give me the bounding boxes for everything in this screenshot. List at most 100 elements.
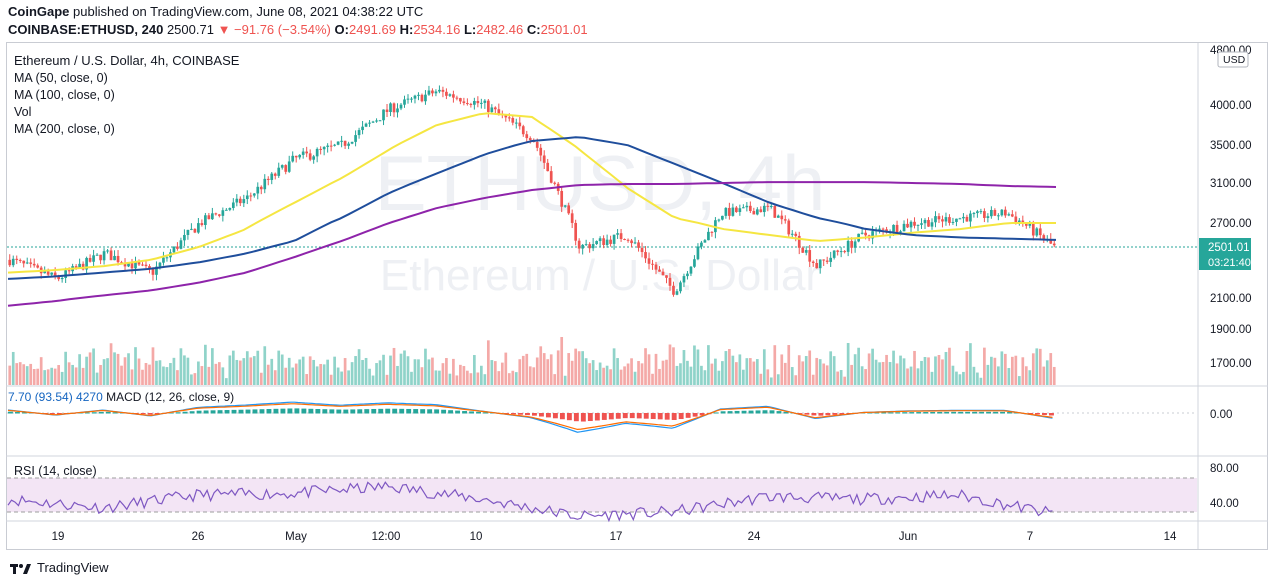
macd-histogram-bar <box>720 411 726 414</box>
macd-histogram-bar <box>832 413 838 415</box>
tradingview-logo-icon <box>10 562 32 574</box>
volume-bar <box>326 359 329 385</box>
macd-histogram-bar <box>175 412 181 414</box>
candle-body <box>333 144 336 146</box>
candle-body <box>284 165 288 172</box>
candle-body <box>329 145 333 147</box>
volume-bar <box>874 359 878 385</box>
volume-bar <box>141 369 144 385</box>
volume-bar <box>497 371 501 385</box>
volume-bar <box>864 369 867 385</box>
currency-box[interactable] <box>1217 51 1249 68</box>
volume-bar <box>997 366 1000 385</box>
volume-bar <box>448 373 452 385</box>
volume-bar <box>591 360 595 385</box>
volume-bar <box>822 363 826 385</box>
candle-body <box>972 213 976 215</box>
volume-bar <box>920 360 923 385</box>
candle-body <box>776 215 780 218</box>
volume-bar <box>951 365 955 385</box>
candle-body <box>137 261 141 265</box>
candle-body <box>74 266 78 268</box>
macd-histogram-bar <box>559 413 565 420</box>
volume-bar <box>1004 353 1007 385</box>
volume-bar <box>427 359 431 385</box>
macd-histogram-bar <box>105 411 111 414</box>
macd-histogram-bar <box>266 409 272 414</box>
volume-bar <box>403 350 406 385</box>
volume-bar <box>438 370 441 385</box>
candle-body <box>693 259 696 267</box>
macd-histogram-bar <box>56 413 62 415</box>
volume-bar <box>371 375 375 385</box>
candle-body <box>962 216 965 219</box>
volume-bar <box>151 347 155 385</box>
macd-histogram-bar <box>727 411 733 414</box>
candle-body <box>1031 223 1035 236</box>
candle-body <box>829 257 833 262</box>
macd-histogram-bar <box>972 411 978 414</box>
macd-histogram-bar <box>511 413 516 415</box>
volume-bar <box>1007 368 1011 385</box>
price-tick: 1700.00 <box>1210 358 1252 370</box>
macd-histogram-bar <box>776 411 782 414</box>
candle-body <box>930 222 934 227</box>
candle-body <box>738 208 742 213</box>
candle-body <box>193 228 197 233</box>
volume-bar <box>801 361 805 385</box>
candle-body <box>148 266 151 270</box>
volume-bar <box>913 350 916 385</box>
macd-histogram-bar <box>713 412 719 414</box>
price-axis[interactable]: 4800.004000.003500.003100.002700.002100.… <box>1210 45 1252 370</box>
candle-body <box>473 101 476 105</box>
volume-bar <box>116 353 120 385</box>
time-tick: 14 <box>1164 531 1177 543</box>
macd-histogram-bar <box>1028 413 1033 414</box>
symbol-header: COINBASE:ETHUSD, 240 2500.71 ▼ −91.76 (−… <box>8 22 588 37</box>
volume-bar <box>204 344 207 385</box>
volume-bar <box>39 357 43 385</box>
legend-rsi: RSI (14, close) <box>14 464 97 478</box>
candle-body <box>29 262 33 264</box>
volume-bar <box>776 374 780 385</box>
candle-body <box>252 193 256 196</box>
macd-histogram-bar <box>734 410 740 414</box>
footer-brand-text: TradingView <box>37 560 109 575</box>
volume-bar <box>860 366 864 385</box>
candle-body <box>493 107 497 110</box>
candle-body <box>336 141 340 145</box>
price-tick: 3100.00 <box>1210 178 1252 190</box>
volume-bar <box>696 349 700 385</box>
candle-body <box>151 269 155 275</box>
volume-bar <box>983 347 986 385</box>
candle-body <box>542 155 546 163</box>
candle-body <box>396 108 399 113</box>
volume-bar <box>668 344 672 385</box>
candle-body <box>790 233 794 235</box>
candle-body <box>881 228 885 230</box>
macd-histogram-bar <box>273 408 279 414</box>
candle-body <box>200 223 204 225</box>
candle-body <box>937 216 941 220</box>
macd-histogram-bar <box>979 411 985 414</box>
candle-body <box>773 205 777 218</box>
footer-brand[interactable]: TradingView <box>10 560 109 575</box>
macd-indicator <box>7 401 1054 433</box>
candle-body <box>721 215 724 220</box>
macd-histogram-bar <box>685 413 691 418</box>
volume-bar <box>214 363 218 385</box>
price-tick: 2700.00 <box>1210 218 1252 230</box>
candle-body <box>661 271 665 276</box>
macd-histogram-bar <box>608 413 614 420</box>
candle-body <box>570 213 574 223</box>
candle-body <box>242 199 246 204</box>
close-label: C: <box>526 22 541 37</box>
time-axis[interactable]: 19 26 May 12:00 10 17 24 Jun 7 14 <box>52 531 1177 543</box>
candle-body <box>172 246 176 253</box>
macd-histogram-bar <box>594 413 600 421</box>
candle-body <box>563 205 567 207</box>
candle-body <box>850 240 853 248</box>
volume-bar <box>134 347 137 385</box>
volume-bar <box>500 362 504 385</box>
